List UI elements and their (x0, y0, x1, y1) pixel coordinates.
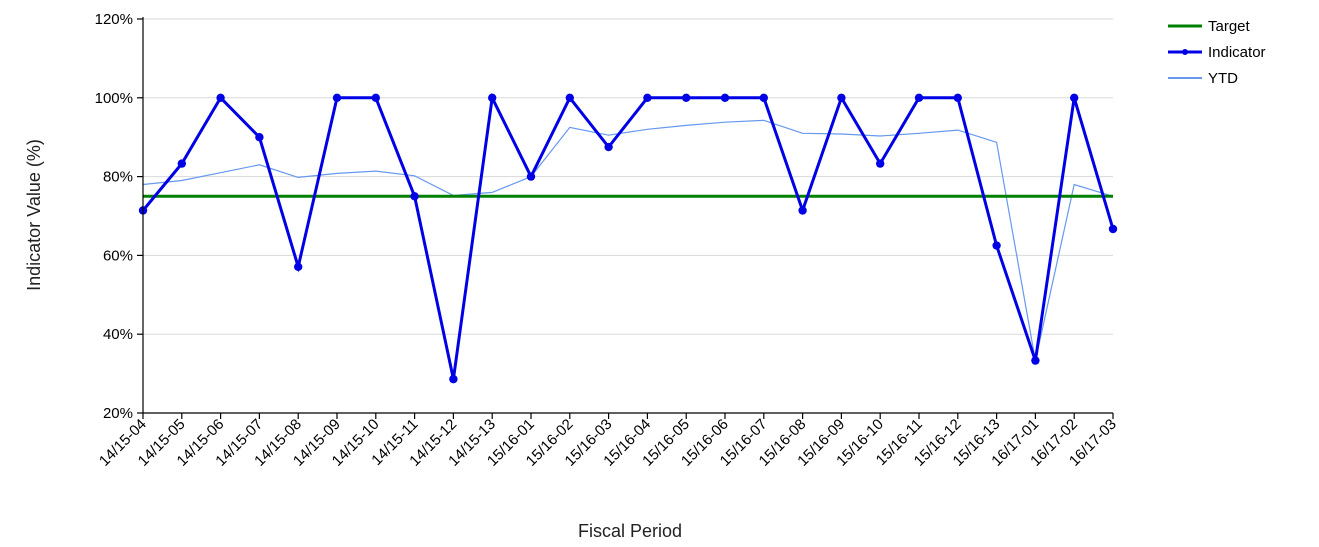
series-line-indicator (141, 92, 1115, 380)
legend-item-indicator: Indicator (1168, 44, 1266, 61)
axes: 20%40%60%80%100%120%14/15-0414/15-0514/1… (95, 11, 1120, 470)
data-point-indicator (992, 241, 1001, 250)
y-tick-label: 100% (95, 90, 133, 107)
legend-label: Indicator (1208, 44, 1266, 61)
data-point-indicator (255, 133, 264, 142)
data-point-indicator (177, 159, 186, 168)
data-point-indicator (216, 93, 225, 103)
y-axis-title: Indicator Value (%) (24, 139, 44, 291)
data-point-indicator (798, 206, 807, 215)
y-tick-label: 60% (103, 247, 133, 264)
legend-marker (1182, 49, 1188, 55)
data-point-indicator (1070, 93, 1079, 103)
data-point-indicator (449, 374, 458, 384)
data-point-indicator (953, 93, 962, 103)
data-point-indicator (837, 93, 846, 103)
legend-label: YTD (1208, 70, 1238, 87)
legend-label: Target (1208, 18, 1251, 35)
legend-item-ytd: YTD (1168, 70, 1238, 87)
y-tick-label: 20% (103, 405, 133, 422)
y-tick-label: 40% (103, 326, 133, 343)
data-point-indicator (759, 93, 768, 103)
data-point-indicator (1108, 224, 1118, 234)
data-point-indicator (294, 262, 303, 272)
y-tick-label: 120% (95, 11, 133, 28)
data-point-indicator (876, 159, 885, 168)
data-point-indicator (565, 93, 574, 103)
data-point-indicator (488, 93, 497, 103)
data-point-indicator (643, 93, 652, 103)
y-tick-label: 80% (103, 169, 133, 186)
data-point-indicator (682, 93, 691, 103)
data-point-indicator (332, 93, 342, 103)
data-point-indicator (410, 192, 419, 201)
data-point-indicator (604, 142, 613, 152)
data-point-indicator (720, 93, 730, 103)
x-axis-title: Fiscal Period (578, 521, 682, 541)
series-line-ytd (142, 119, 1114, 361)
data-point-indicator (914, 93, 924, 103)
plot-area (138, 92, 1118, 384)
data-point-indicator (371, 93, 380, 103)
legend-item-target: Target (1168, 18, 1251, 35)
legend: Target Indicator YTD (1168, 18, 1266, 87)
gridlines (143, 18, 1113, 335)
data-point-indicator (1031, 356, 1040, 365)
data-point-indicator (526, 172, 536, 181)
